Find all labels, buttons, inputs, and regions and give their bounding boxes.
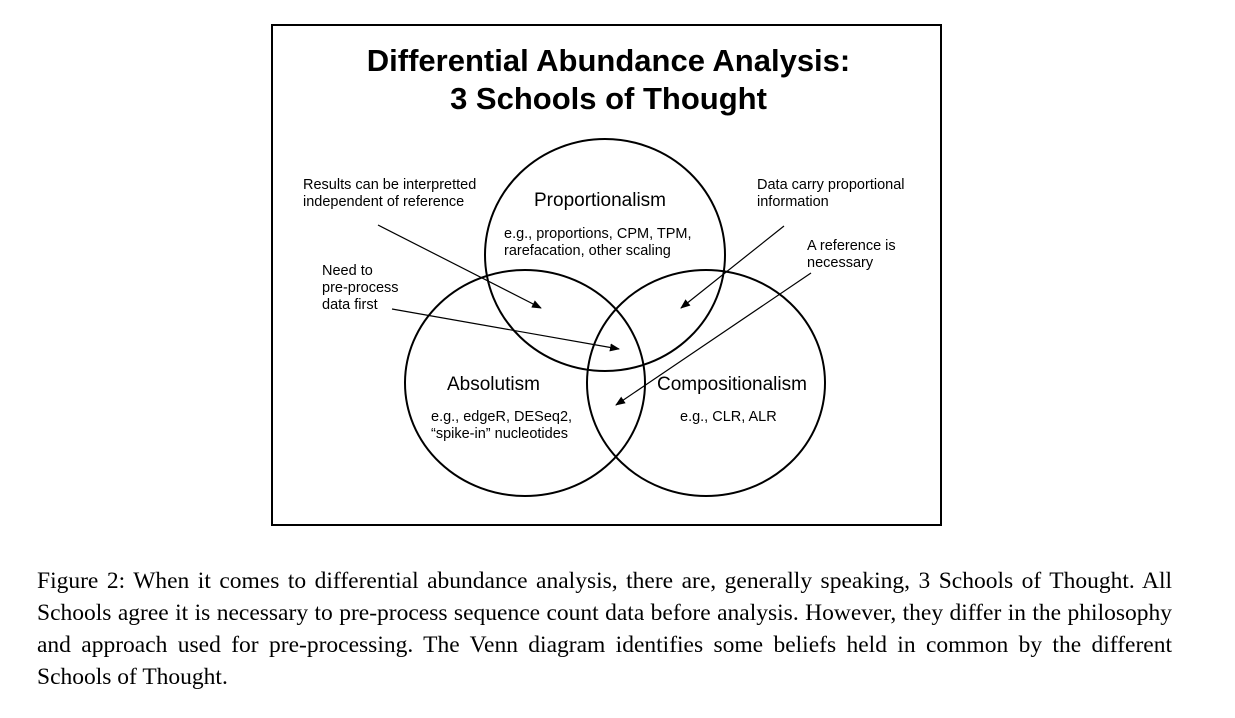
arrow-reference	[615, 272, 812, 406]
venn-diagram-figure: Differential Abundance Analysis: 3 Schoo…	[271, 24, 942, 526]
compositionalism-example: e.g., CLR, ALR	[680, 409, 777, 425]
absolutism-example-1: e.g., edgeR, DESeq2,	[431, 409, 573, 425]
absolutism-example-2: “spike-in” nucleotides	[431, 426, 569, 442]
proportionalism-example-1: e.g., proportions, CPM, TPM,	[504, 226, 692, 242]
arrow-preprocess	[391, 308, 620, 352]
annotation-proportional-info-1: Data carry proportional	[757, 177, 905, 193]
compositionalism-circle	[586, 269, 826, 497]
title-line-1: Differential Abundance Analysis:	[366, 43, 851, 78]
annotation-results-2: independent of reference	[303, 194, 465, 210]
compositionalism-label: Compositionalism	[657, 374, 807, 395]
absolutism-circle	[404, 269, 646, 497]
arrow-proportional-info	[680, 225, 785, 309]
annotation-reference-2: necessary	[807, 255, 874, 271]
arrow-results	[377, 224, 542, 309]
proportionalism-label: Proportionalism	[534, 190, 666, 211]
absolutism-label: Absolutism	[447, 374, 540, 395]
proportionalism-example-2: rarefacation, other scaling	[504, 243, 671, 259]
figure-caption: Figure 2: When it comes to differential …	[37, 568, 1172, 690]
annotation-reference-1: A reference is	[807, 238, 896, 254]
annotation-results-1: Results can be interpretted	[303, 177, 477, 193]
title-line-2: 3 Schools of Thought	[450, 81, 767, 116]
diagram-title: Differential Abundance Analysis: 3 Schoo…	[273, 42, 944, 118]
annotation-preprocess-2: pre-process	[322, 280, 399, 296]
venn-diagram-canvas	[377, 138, 826, 497]
annotation-proportional-info-2: information	[757, 194, 829, 210]
proportionalism-circle	[484, 138, 726, 372]
annotation-preprocess-1: Need to	[322, 263, 373, 279]
annotation-preprocess-3: data first	[322, 297, 378, 313]
